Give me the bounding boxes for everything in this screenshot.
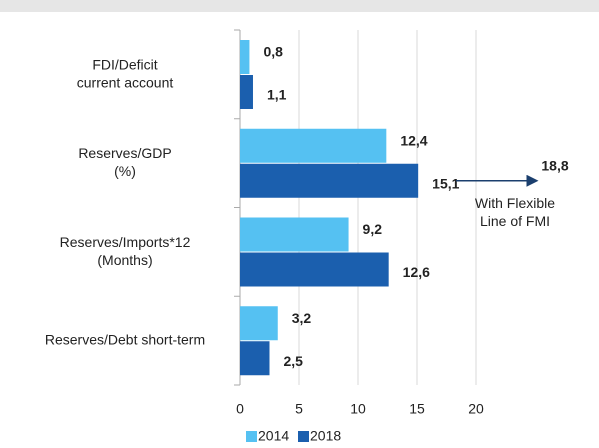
value-label: 9,2 [363,221,383,237]
header-band [0,0,599,12]
bar [240,128,387,163]
legend-label: 2014 [258,428,289,444]
bar [240,75,253,109]
value-label: 3,2 [292,310,312,326]
bar [240,40,250,74]
bar [240,163,419,198]
value-label: 0,8 [263,44,283,60]
y-tick-label: FDI/Deficit current account [77,56,174,90]
bar [240,217,349,252]
value-label: 12,4 [400,132,427,148]
value-label: 2,5 [284,353,304,369]
value-label: 12,6 [403,264,430,280]
legend-label: 2018 [310,428,341,444]
y-tick-label: Reserves/GDP (%) [78,145,171,179]
bar [240,306,278,341]
x-tick-label: 20 [468,401,484,417]
bar [240,252,389,287]
x-tick-label: 15 [409,401,425,417]
x-tick-label: 10 [350,401,366,417]
annotation-text: With Flexible Line of FMI [475,194,555,228]
legend-swatch [298,431,309,442]
value-label: 1,1 [267,87,287,103]
value-label: 15,1 [432,175,459,191]
x-tick-label: 5 [295,401,303,417]
y-tick-label: Reserves/Debt short-term [45,331,205,347]
y-tick-label: Reserves/Imports*12 (Months) [60,234,191,268]
annotation-label: 18,8 [541,157,568,173]
legend-swatch [246,431,257,442]
bar [240,341,270,376]
x-tick-label: 0 [236,401,244,417]
